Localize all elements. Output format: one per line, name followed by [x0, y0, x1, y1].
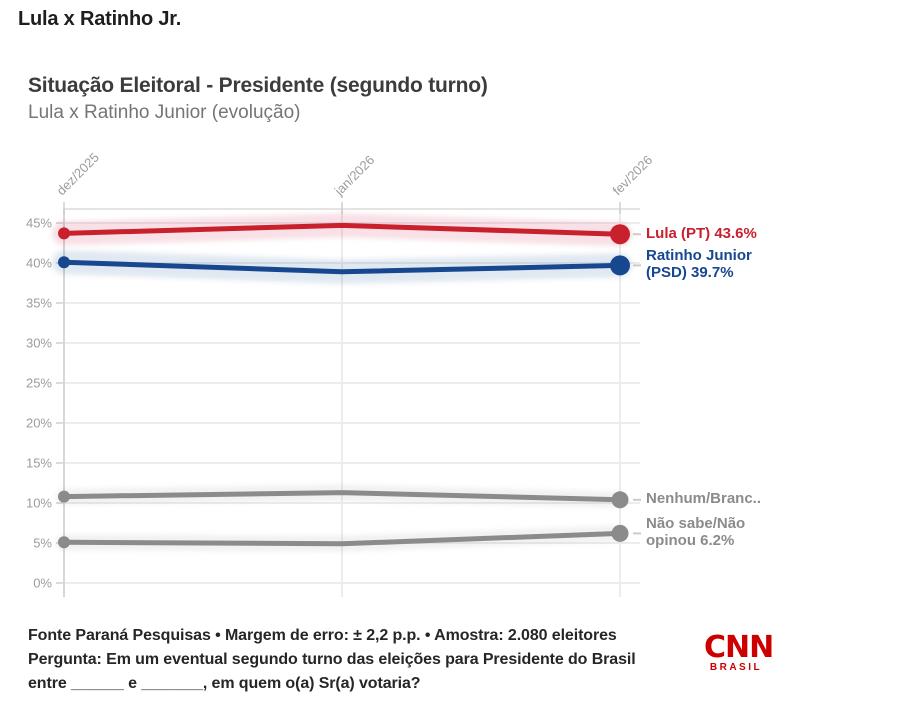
cnn-logo-text: CNN: [704, 630, 774, 665]
y-tick-label: 15%: [26, 456, 52, 471]
series-label-line: Ratinho Junior: [646, 247, 752, 265]
question-line-2: entre ______ e _______, em quem o(a) Sr(…: [28, 675, 421, 692]
series-label-lula: Lula (PT) 43.6%: [646, 225, 757, 242]
x-tick-label: jan/2026: [331, 152, 378, 199]
x-tick-label: fev/2026: [610, 152, 656, 198]
y-tick-label: 0%: [33, 576, 52, 591]
series-label-ratinho: Ratinho Junior (PSD) 39.7%: [646, 247, 752, 281]
chart-footnote: Fonte Paraná Pesquisas • Margem de erro:…: [28, 624, 708, 696]
series-band: [56, 525, 628, 552]
series-label-line: (PSD) 39.7%: [646, 264, 734, 282]
question-line-1: Pergunta: Em um eventual segundo turno d…: [28, 651, 636, 668]
series-line: [61, 530, 623, 547]
y-tick-label: 40%: [26, 256, 52, 271]
cnn-brasil-logo: CNN BRASIL: [704, 630, 774, 674]
source-line: Fonte Paraná Pesquisas • Margem de erro:…: [28, 627, 617, 644]
series-start-dot: [58, 536, 70, 549]
series-start-dot: [58, 490, 70, 503]
series-end-dot: [610, 255, 630, 276]
page-title: Lula x Ratinho Jr.: [18, 8, 182, 30]
series-end-dot: [611, 491, 629, 509]
series-band: [56, 484, 628, 508]
series-start-dot: [58, 256, 70, 269]
series-label-line: Não sabe/Não: [646, 515, 746, 533]
y-tick-label: 35%: [26, 296, 52, 311]
cnn-logo-brasil-text: BRASIL: [709, 662, 763, 673]
series-label-line: opinou 6.2%: [646, 532, 735, 550]
series-line: [61, 490, 623, 503]
y-tick-label: 45%: [26, 216, 52, 231]
series-band: [52, 213, 632, 247]
y-tick-label: 25%: [26, 376, 52, 391]
x-tick-label: dez/2025: [54, 150, 102, 198]
series-line: [61, 222, 623, 237]
y-tick-label: 10%: [26, 496, 52, 511]
series-band: [52, 250, 632, 284]
series-line: [61, 259, 623, 275]
y-tick-label: 5%: [33, 536, 52, 551]
series-label-nao-sabe: Não sabe/Não opinou 6.2%: [646, 515, 745, 549]
y-tick-label: 30%: [26, 336, 52, 351]
y-tick-label: 20%: [26, 416, 52, 431]
series-label-nenhum-branco: Nenhum/Branc..: [646, 490, 761, 507]
series-label-line: Nenhum/Branc..: [646, 490, 762, 508]
chart-subtitle: Lula x Ratinho Junior (evolução): [28, 102, 301, 123]
series-end-dot: [610, 224, 630, 245]
series-label-line: Lula (PT) 43.6%: [646, 224, 757, 242]
chart-title: Situação Eleitoral - Presidente (segundo…: [28, 74, 488, 97]
series-end-dot: [611, 524, 629, 542]
series-start-dot: [58, 227, 70, 240]
